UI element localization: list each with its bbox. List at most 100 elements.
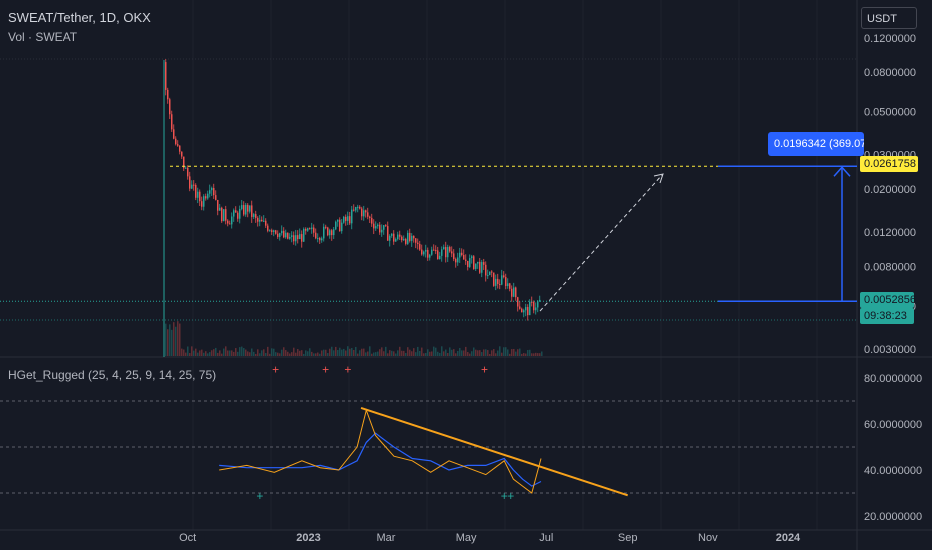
projection-arrow-head xyxy=(653,173,664,184)
volume-bar xyxy=(475,349,477,356)
candle-body xyxy=(271,230,273,233)
candle-body xyxy=(383,225,385,230)
candle-body xyxy=(397,234,399,240)
candle-body xyxy=(259,219,261,222)
indicator-trendline xyxy=(360,406,629,497)
volume-bar xyxy=(347,346,349,356)
candle-body xyxy=(357,206,359,208)
volume-bar xyxy=(495,353,497,356)
candle-body xyxy=(223,209,225,222)
volume-bar xyxy=(363,348,365,356)
volume-bar xyxy=(427,349,429,356)
candle-body xyxy=(525,307,527,311)
candle-body xyxy=(487,275,489,277)
candle-body xyxy=(413,235,415,239)
candle-body xyxy=(359,206,361,209)
currency-selector[interactable]: USDT xyxy=(861,7,917,29)
candle-body xyxy=(317,238,319,240)
volume-bar xyxy=(361,348,363,356)
volume-bar xyxy=(391,350,393,356)
sell-signal-marker: + xyxy=(272,362,279,376)
volume-bar xyxy=(259,353,261,356)
volume-bar xyxy=(525,353,527,356)
volume-bar xyxy=(415,352,417,356)
candle-body xyxy=(233,210,235,217)
candle-body xyxy=(463,255,465,260)
symbol-title[interactable]: SWEAT/Tether, 1D, OKX xyxy=(8,10,151,25)
volume-bar xyxy=(409,349,411,356)
candle-body xyxy=(193,184,195,186)
volume-bar xyxy=(373,352,375,356)
candle-body xyxy=(493,272,495,286)
volume-bar xyxy=(439,352,441,356)
price-tick-label: 0.0120000 xyxy=(864,227,916,239)
volume-bar xyxy=(369,346,371,356)
price-axis[interactable]: 0.12000000.08000000.05000000.03000000.02… xyxy=(864,33,922,523)
sell-signal-marker: + xyxy=(481,362,488,376)
volume-bar xyxy=(251,348,253,356)
volume-bar xyxy=(185,352,187,356)
volume-bar xyxy=(385,346,387,356)
volume-bar xyxy=(541,351,543,356)
candle-body xyxy=(243,205,245,215)
countdown-tag: 09:38:23 xyxy=(860,308,914,324)
indicator-tick-label: 80.0000000 xyxy=(864,373,922,385)
volume-bar xyxy=(469,353,471,356)
candle-body xyxy=(323,226,325,239)
volume-bar xyxy=(211,350,213,356)
target-price-tag: 0.0261758 xyxy=(860,156,918,172)
volume-bar xyxy=(413,348,415,356)
candle-body xyxy=(333,229,335,236)
volume-bar xyxy=(295,352,297,356)
volume-bar xyxy=(365,352,367,356)
volume-bar xyxy=(217,352,219,356)
volume-legend[interactable]: Vol · SWEAT xyxy=(8,30,78,44)
indicator-line xyxy=(219,408,542,494)
candle-body xyxy=(377,224,379,227)
candle-body xyxy=(503,275,505,278)
volume-bar xyxy=(189,353,191,356)
volume-bar xyxy=(529,349,531,356)
volume-bar xyxy=(419,350,421,356)
signal-line xyxy=(219,432,542,487)
volume-bar xyxy=(263,349,265,356)
volume-bar xyxy=(491,350,493,356)
volume-bar xyxy=(225,346,227,356)
volume-bar xyxy=(183,349,185,356)
price-tick-label: 0.0200000 xyxy=(864,184,916,196)
indicator-legend[interactable]: HGet_Rugged (25, 4, 25, 9, 14, 25, 75) xyxy=(8,368,217,382)
candle-body xyxy=(501,275,503,285)
time-tick-label: Oct xyxy=(179,532,196,544)
candle-body xyxy=(479,261,481,273)
volume-bar xyxy=(487,350,489,356)
volume-bar xyxy=(195,348,197,356)
candle-body xyxy=(293,235,295,242)
volume-bar xyxy=(313,353,315,356)
candle-body xyxy=(299,234,301,240)
volume-bar xyxy=(443,351,445,356)
candle-body xyxy=(361,208,363,217)
volume-bar xyxy=(355,346,357,356)
candle-body xyxy=(365,210,367,213)
volume-bar xyxy=(513,348,515,356)
volume-bar xyxy=(325,349,327,356)
candle-body xyxy=(421,249,423,255)
volume-bar xyxy=(437,351,439,356)
volume-bar xyxy=(275,352,277,356)
time-axis[interactable]: Oct 2023 Mar May Jul Sep Nov 2024 xyxy=(179,532,801,544)
candle-body xyxy=(451,251,453,254)
volume-bar xyxy=(219,350,221,356)
candle-body xyxy=(347,216,349,221)
candle-body xyxy=(237,212,239,219)
candle-body xyxy=(415,238,417,243)
volume-bar xyxy=(517,349,519,356)
candle-body xyxy=(417,242,419,244)
volume-bar xyxy=(473,347,475,356)
candle-body xyxy=(197,191,199,198)
candle-body xyxy=(199,191,201,202)
volume-bar xyxy=(279,353,281,356)
volume-bar xyxy=(291,352,293,356)
candle-body xyxy=(247,204,249,212)
candle-body xyxy=(211,187,213,191)
